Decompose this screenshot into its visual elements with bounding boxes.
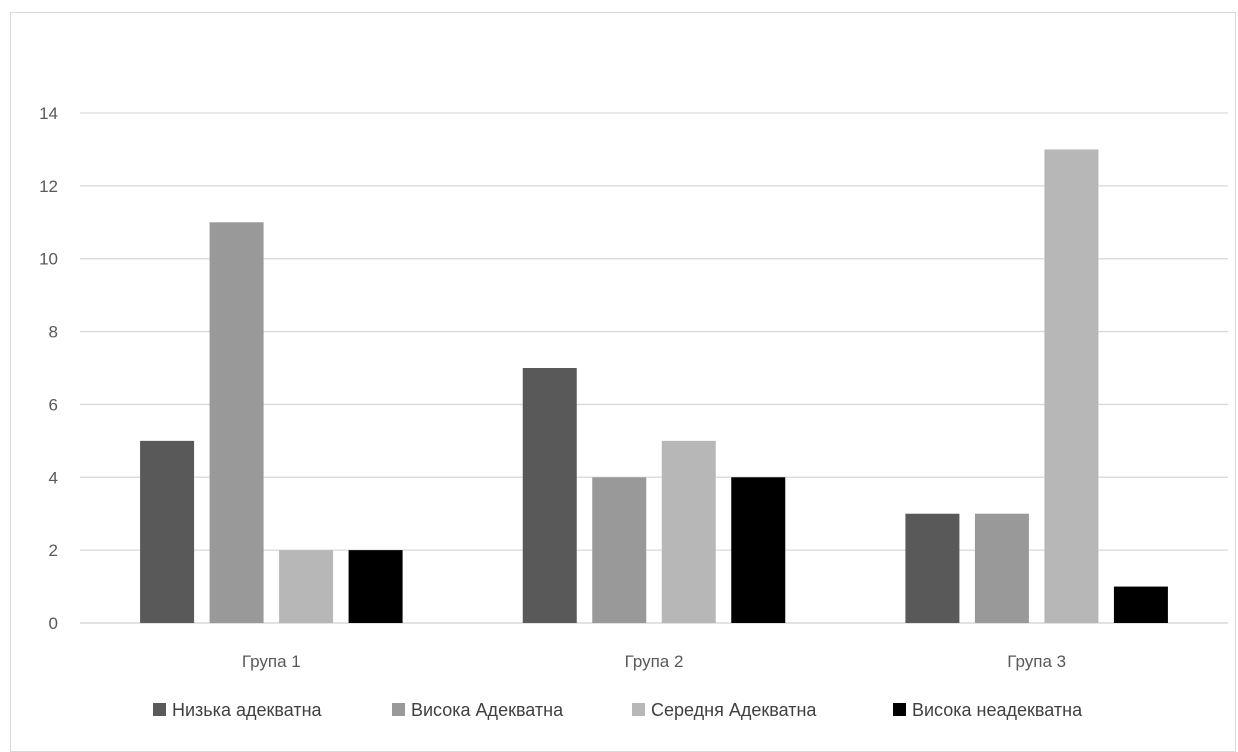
y-tick-label: 6	[49, 395, 58, 414]
y-tick-label: 12	[39, 177, 58, 196]
legend-label: Висока Адекватна	[411, 700, 564, 720]
bar	[731, 477, 786, 623]
legend-label: Низька адекватна	[172, 700, 323, 720]
bar	[348, 550, 403, 623]
legend-label: Висока неадекватна	[912, 700, 1083, 720]
bar	[905, 513, 960, 623]
legend-swatch	[392, 703, 405, 716]
bar	[592, 477, 647, 623]
bars	[140, 149, 1168, 624]
legend-label: Середня Адекватна	[651, 700, 817, 720]
legend: Низька адекватна Висока Адекватна Середня …	[153, 700, 1083, 720]
bar	[661, 440, 716, 623]
legend-swatch	[893, 703, 906, 716]
y-tick-label: 0	[49, 614, 58, 633]
y-tick-label: 2	[49, 541, 58, 560]
y-axis: 0 2 4 6 8 10 12 14	[39, 104, 58, 633]
category-label: Група 2	[625, 652, 684, 671]
legend-swatch	[153, 703, 166, 716]
gridlines	[80, 112, 1228, 624]
y-tick-label: 4	[49, 468, 58, 487]
bar	[974, 513, 1029, 623]
bar	[1113, 586, 1168, 623]
category-label: Група 3	[1007, 652, 1066, 671]
x-axis: Група 1 Група 2 Група 3	[242, 652, 1066, 671]
bar	[140, 440, 195, 623]
bar	[522, 368, 577, 623]
legend-swatch	[632, 703, 645, 716]
bar	[209, 222, 264, 624]
y-tick-label: 8	[49, 323, 58, 342]
bar	[1044, 149, 1099, 623]
y-tick-label: 10	[39, 250, 58, 269]
bar	[279, 550, 334, 623]
y-tick-label: 14	[39, 104, 58, 123]
category-label: Група 1	[242, 652, 301, 671]
